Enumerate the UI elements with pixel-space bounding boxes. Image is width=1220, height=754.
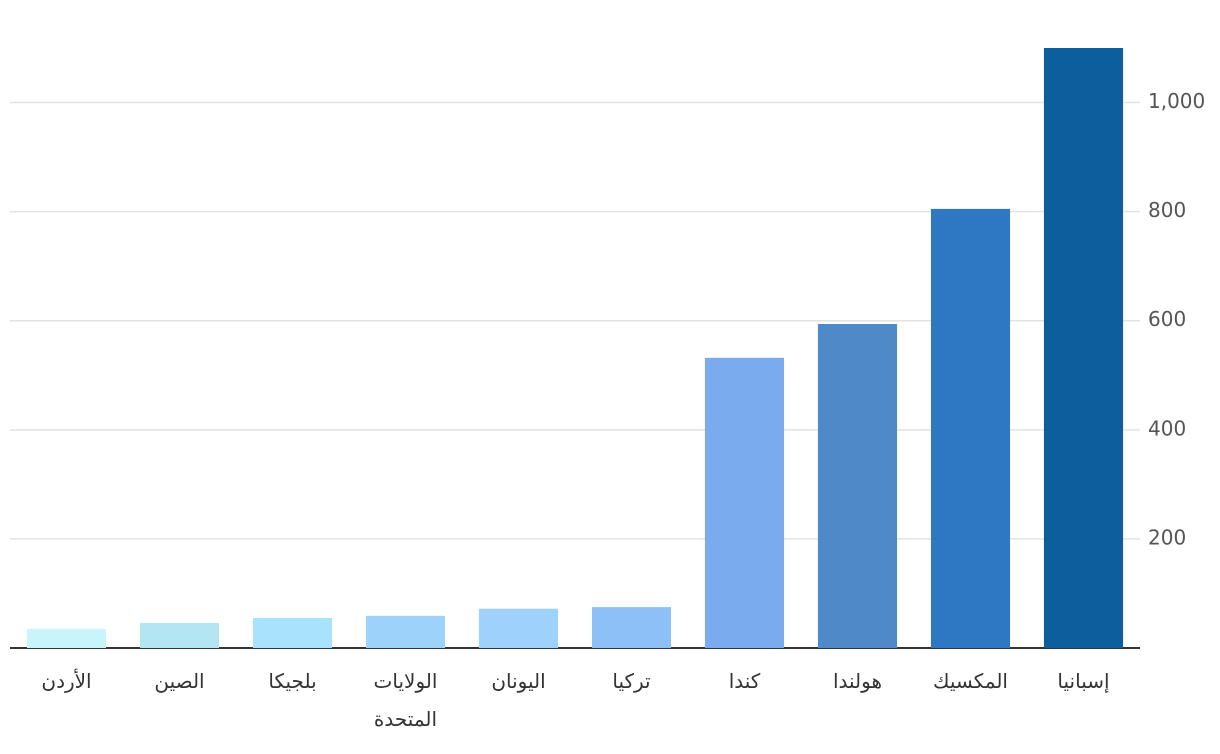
bar — [26, 628, 107, 648]
bar — [365, 615, 446, 648]
bar — [591, 607, 672, 648]
x-tick-label: الأردن — [41, 669, 92, 693]
x-tick-label: الولايات المتحدة — [373, 669, 438, 731]
x-tick-label: هولندا — [832, 669, 883, 693]
x-tick-label: المكسيك — [933, 669, 1008, 693]
x-tick-label: بلجيكا — [268, 669, 317, 693]
x-tick-label: الصين — [154, 669, 205, 693]
x-tick-label: اليونان — [491, 669, 546, 693]
x-tick-label: إسبانيا — [1057, 669, 1110, 693]
bar — [1043, 48, 1124, 648]
bar — [817, 324, 898, 648]
x-tick-label: كندا — [728, 669, 761, 693]
bar — [930, 208, 1011, 648]
y-tick-label: 800 — [1148, 198, 1186, 222]
y-tick-label: 200 — [1148, 525, 1186, 549]
bar — [252, 618, 333, 648]
y-tick-label: 1,000 — [1148, 89, 1205, 113]
x-tick-label: تركيا — [612, 669, 651, 693]
y-tick-label: 400 — [1148, 416, 1186, 440]
bar — [704, 357, 785, 648]
bar — [478, 608, 559, 648]
bar — [139, 622, 220, 648]
y-tick-label: 600 — [1148, 307, 1186, 331]
